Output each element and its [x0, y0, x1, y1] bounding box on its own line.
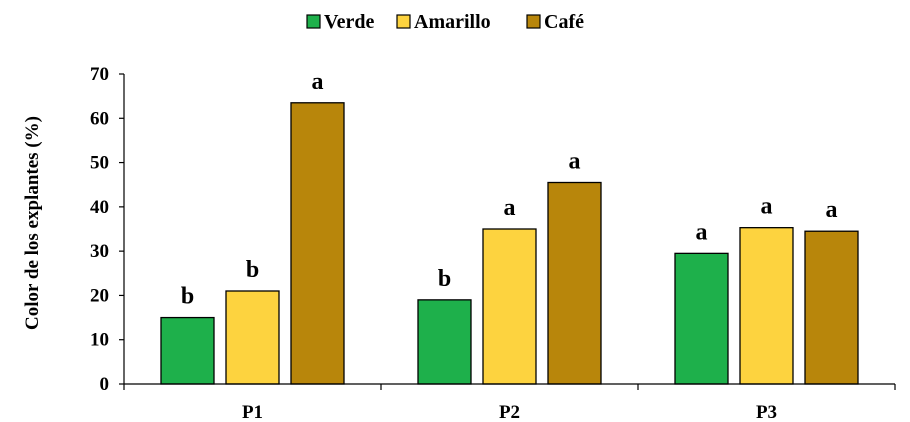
- legend-label-verde: Verde: [324, 11, 374, 33]
- legend-swatch-cafe: [526, 14, 541, 29]
- y-axis: 0 10 20 30 40 50 60 70: [90, 64, 125, 395]
- significance-label: a: [504, 195, 516, 221]
- y-tick-label: 30: [90, 241, 109, 262]
- bar-p1-verde: [160, 316, 215, 385]
- y-tick-label: 40: [90, 197, 109, 218]
- bar-p3-cafe: [804, 230, 859, 385]
- significance-label: b: [181, 284, 194, 310]
- significance-label: b: [438, 266, 451, 292]
- x-axis: P1 P2 P3: [123, 383, 896, 422]
- y-tick-label: 70: [90, 64, 109, 85]
- bar-p2-verde: [417, 299, 472, 385]
- significance-label: b: [246, 257, 259, 283]
- significance-label: a: [826, 197, 838, 223]
- y-axis-label: Color de los explantes (%): [22, 116, 43, 330]
- bar-p2-cafe: [547, 181, 602, 385]
- significance-label: a: [696, 219, 708, 245]
- legend-label-amarillo: Amarillo: [414, 11, 491, 33]
- x-tick-label: P1: [242, 402, 263, 422]
- y-tick-label: 60: [90, 108, 109, 129]
- legend-label-cafe: Café: [544, 11, 584, 33]
- x-tick-label: P2: [499, 402, 520, 422]
- bar-p1-cafe: [290, 102, 345, 385]
- x-tick-label: P3: [756, 402, 777, 422]
- y-tick-label: 0: [100, 374, 110, 395]
- bars: b b a b a a a a a: [160, 69, 859, 385]
- significance-label: a: [761, 194, 773, 220]
- bar-p2-amarillo: [482, 228, 537, 385]
- legend-swatch-verde: [306, 14, 321, 29]
- significance-label: a: [312, 69, 324, 95]
- y-tick-label: 20: [90, 285, 109, 306]
- legend: Verde Amarillo Café: [306, 11, 584, 33]
- legend-swatch-amarillo: [396, 14, 411, 29]
- bar-p1-amarillo: [225, 290, 280, 385]
- y-tick-label: 50: [90, 153, 109, 174]
- y-tick-label: 10: [90, 330, 109, 351]
- bar-p3-amarillo: [739, 227, 794, 385]
- bar-p3-verde: [674, 252, 729, 385]
- significance-label: a: [569, 149, 581, 175]
